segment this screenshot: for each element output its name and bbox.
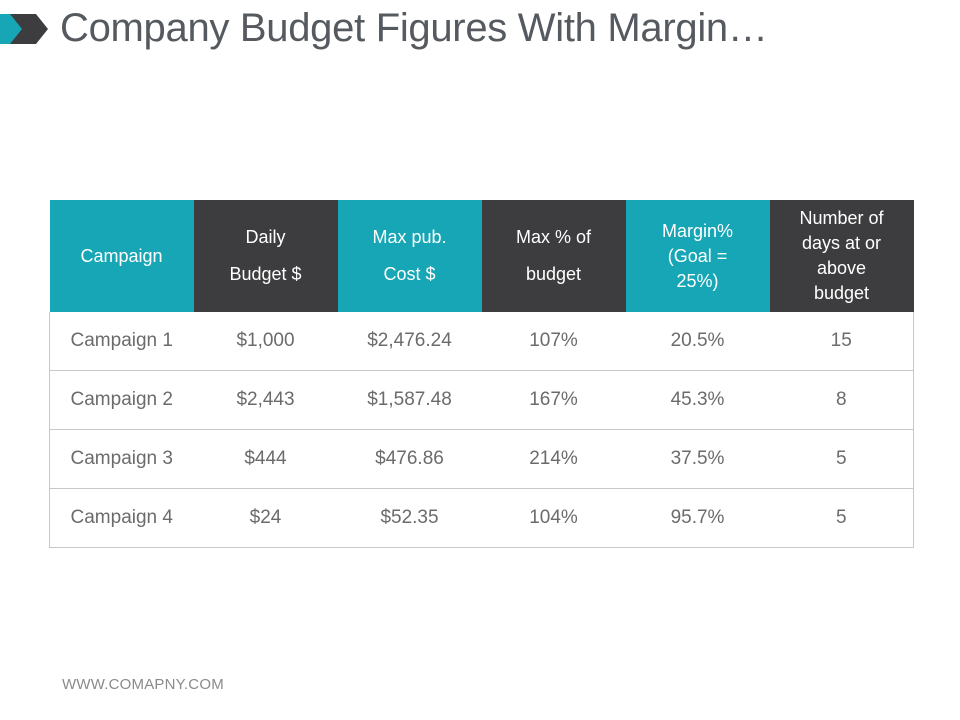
table-row: Campaign 1 $1,000 $2,476.24 107% 20.5% 1… — [49, 312, 914, 371]
column-header-margin: Margin% (Goal = 25%) — [625, 200, 770, 312]
cell-max-percent-budget: 214% — [481, 429, 626, 489]
cell-margin: 37.5% — [625, 429, 770, 489]
cell-max-percent-budget: 107% — [481, 312, 626, 371]
column-header-campaign: Campaign — [49, 200, 194, 312]
cell-max-percent-budget: 104% — [481, 488, 626, 548]
cell-max-pub-cost: $1,587.48 — [337, 370, 482, 430]
cell-max-pub-cost: $476.86 — [337, 429, 482, 489]
footer-website: WWW.COMAPNY.COM — [62, 676, 224, 693]
budget-table: Campaign Daily Budget $ Max pub. Cost $ … — [49, 200, 914, 548]
column-header-label: Max % of budget — [515, 227, 592, 284]
cell-campaign: Campaign 1 — [49, 312, 194, 371]
column-header-label: Campaign — [80, 246, 163, 266]
column-header-max-percent-budget: Max % of budget — [481, 200, 626, 312]
column-header-daily-budget: Daily Budget $ — [193, 200, 338, 312]
column-header-label: Number of days at or above budget — [799, 208, 884, 303]
cell-daily-budget: $1,000 — [193, 312, 338, 371]
table-row: Campaign 3 $444 $476.86 214% 37.5% 5 — [49, 429, 914, 489]
cell-max-pub-cost: $2,476.24 — [337, 312, 482, 371]
cell-days-above-budget: 8 — [769, 370, 914, 430]
cell-campaign: Campaign 2 — [49, 370, 194, 430]
column-header-label: Margin% (Goal = 25%) — [661, 220, 734, 291]
double-chevron-icon — [0, 14, 48, 44]
cell-max-percent-budget: 167% — [481, 370, 626, 430]
cell-days-above-budget: 15 — [769, 312, 914, 371]
column-header-days-above-budget: Number of days at or above budget — [769, 200, 914, 312]
column-header-label: Daily Budget $ — [229, 227, 302, 284]
cell-max-pub-cost: $52.35 — [337, 488, 482, 548]
column-header-label: Max pub. Cost $ — [372, 227, 447, 284]
table-header-row: Campaign Daily Budget $ Max pub. Cost $ … — [49, 200, 914, 312]
page-title: Company Budget Figures With Margin… — [60, 6, 768, 50]
cell-margin: 95.7% — [625, 488, 770, 548]
cell-days-above-budget: 5 — [769, 488, 914, 548]
table-row: Campaign 2 $2,443 $1,587.48 167% 45.3% 8 — [49, 370, 914, 430]
cell-campaign: Campaign 4 — [49, 488, 194, 548]
cell-daily-budget: $444 — [193, 429, 338, 489]
cell-margin: 20.5% — [625, 312, 770, 371]
cell-margin: 45.3% — [625, 370, 770, 430]
cell-daily-budget: $2,443 — [193, 370, 338, 430]
cell-days-above-budget: 5 — [769, 429, 914, 489]
column-header-max-pub-cost: Max pub. Cost $ — [337, 200, 482, 312]
cell-campaign: Campaign 3 — [49, 429, 194, 489]
cell-daily-budget: $24 — [193, 488, 338, 548]
table-row: Campaign 4 $24 $52.35 104% 95.7% 5 — [49, 488, 914, 548]
